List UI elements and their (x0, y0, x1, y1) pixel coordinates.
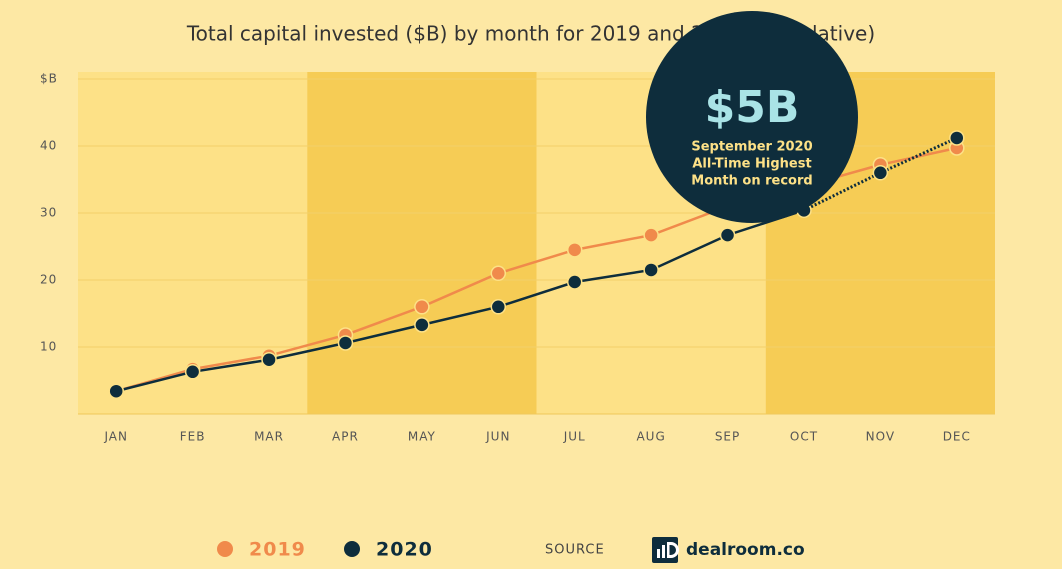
y-tick-label: 10 (40, 340, 57, 354)
data-point (949, 130, 965, 146)
data-point (643, 262, 659, 278)
x-tick-label: FEB (180, 430, 206, 444)
annotation-text: September 2020 (691, 140, 812, 155)
x-tick-label: OCT (790, 430, 818, 444)
legend-marker (217, 541, 233, 557)
data-point (719, 227, 736, 243)
annotation-text: All-Time Highest (692, 157, 811, 172)
annotation-headline: $5B (705, 82, 800, 133)
x-tick-label: MAY (408, 430, 436, 444)
series-line (115, 209, 805, 393)
data-point (566, 274, 583, 290)
x-tick-label: DEC (943, 430, 971, 444)
data-point (261, 351, 277, 368)
data-point (643, 227, 659, 243)
y-tick-label: $B (40, 72, 58, 86)
x-tick-label: JAN (103, 430, 128, 444)
x-tick-label: APR (332, 430, 359, 444)
x-tick-label: JUL (563, 430, 586, 444)
source-logo (652, 537, 679, 563)
logo-glyph (667, 542, 679, 558)
x-tick-label: NOV (866, 430, 895, 444)
legend-label: 2020 (376, 539, 433, 561)
source-name: dealroom.co (686, 540, 805, 560)
logo-bar (662, 545, 665, 558)
y-tick-label: 30 (40, 206, 57, 220)
legend-label: 2019 (249, 539, 306, 561)
source-label: SOURCE (545, 543, 605, 558)
data-point (490, 299, 507, 315)
x-tick-label: JUN (485, 430, 510, 444)
quarter-band (307, 72, 537, 414)
data-point (566, 242, 583, 258)
data-point (872, 165, 889, 181)
data-point (108, 383, 124, 399)
y-tick-label: 40 (40, 139, 57, 153)
data-point (490, 265, 507, 282)
y-tick-label: 20 (40, 273, 57, 287)
data-point (414, 299, 430, 315)
x-tick-label: MAR (254, 430, 284, 444)
annotation-text: Month on record (691, 174, 812, 189)
logo-bar (657, 549, 660, 558)
data-point (337, 335, 354, 351)
data-point (184, 364, 201, 380)
annotation-bubble (646, 11, 858, 223)
x-tick-label: SEP (715, 430, 740, 444)
data-point (414, 317, 430, 333)
x-tick-label: AUG (636, 430, 665, 444)
legend-marker (344, 541, 360, 557)
